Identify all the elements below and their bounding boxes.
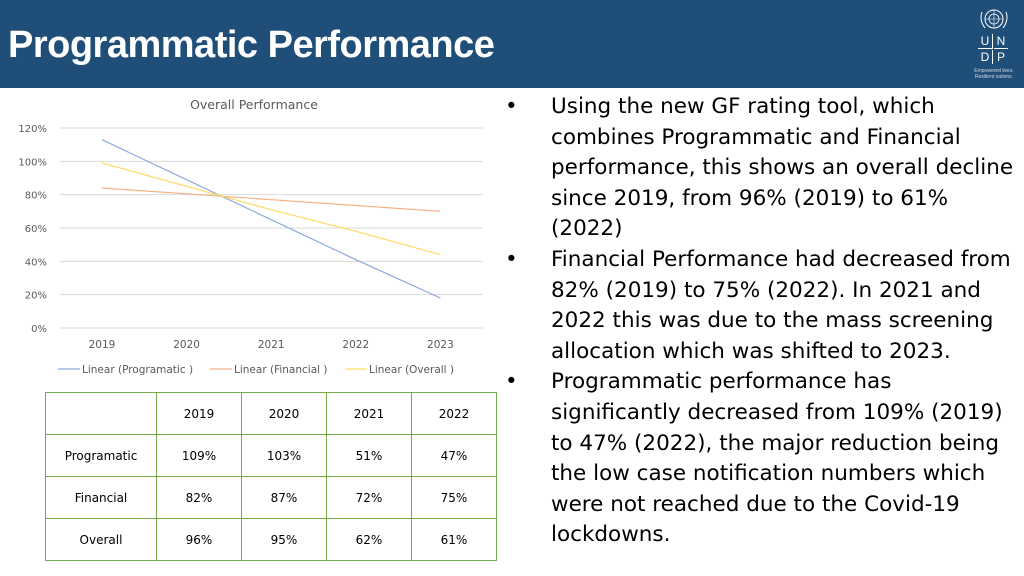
table-row: Overall 96% 95% 62% 61% [45,518,497,561]
x-tick-label: 2023 [427,339,454,351]
table-row-label: Financial [45,476,157,519]
table-cell: 82% [156,476,242,519]
x-tick-label: 2022 [342,339,369,351]
table-header-cell: 2020 [241,392,327,435]
bullet-item: • Financial Performance had decreased fro… [505,245,1015,367]
y-tick-label: 100% [18,157,47,168]
table-cell: 72% [326,476,412,519]
series-line [101,187,441,212]
table-cell: 87% [241,476,327,519]
table-header-cell [45,392,157,435]
y-tick-label: 0% [31,324,47,335]
logo-letter-u: U [978,34,993,49]
x-tick-label: 2020 [173,339,200,351]
x-tick-label: 2019 [89,339,116,351]
table-cell: 96% [156,518,242,561]
table-header-row: 2019 2020 2021 2022 [45,392,497,435]
table-cell: 109% [156,434,242,477]
overall-performance-chart: Overall Performance 0% 20% 40% 60% 80% 100% 12… [18,97,483,376]
table-cell: 51% [326,434,412,477]
logo-tagline: Empowered lives. Resilient nations. [972,68,1016,80]
bullet-text: Financial Performance had decreased from… [551,246,1011,364]
legend-label: Linear (Overall ) [369,364,454,376]
page-title: Programmatic Performance [8,24,495,66]
bullet-dot: • [505,94,518,119]
series-line [101,139,441,299]
bullet-item: • Programmatic performance has significan… [505,367,1015,551]
un-emblem-icon [980,9,1008,29]
table-header-cell: 2021 [326,392,412,435]
bullet-item: • Using the new GF rating tool, which com… [505,92,1015,245]
undp-logo: U N D P Empowered lives. Resilient natio… [972,4,1016,82]
table-cell: 61% [411,518,497,561]
y-tick-label: 120% [18,124,47,135]
table-header-cell: 2022 [411,392,497,435]
table-cell: 95% [241,518,327,561]
legend-label: Linear (Financial ) [234,364,327,376]
performance-table: 2019 2020 2021 2022 Programatic 109% 103… [45,392,497,561]
table-cell: 47% [411,434,497,477]
chart-title: Overall Performance [190,97,318,112]
series-line [101,162,441,256]
table-cell: 103% [241,434,327,477]
table-row-label: Overall [45,518,157,561]
table-row: Financial 82% 87% 72% 75% [45,476,497,519]
chart-series [101,139,441,299]
logo-letter-p: P [996,50,1005,64]
header-bar: Programmatic Performance U N D P Empower… [0,0,1024,88]
logo-letter-n: N [994,34,1008,49]
table-cell: 75% [411,476,497,519]
bullet-text: Programmatic performance has significant… [551,369,1003,548]
logo-letter-d: D [978,50,993,64]
bullet-dot: • [505,246,518,272]
table-row-label: Programatic [45,434,157,477]
x-tick-label: 2021 [258,339,285,351]
table-header-cell: 2019 [156,392,242,435]
y-tick-label: 40% [25,257,47,268]
y-tick-label: 80% [25,191,47,202]
table-cell: 62% [326,518,412,561]
chart-gridlines [60,127,483,329]
summary-bullets: • Using the new GF rating tool, which com… [505,92,1015,551]
y-tick-label: 60% [25,224,47,235]
chart-x-axis: 2019 2020 2021 2022 2023 [89,339,454,351]
bullet-text: Using the new GF rating tool, which comb… [551,94,1014,242]
table-row: Programatic 109% 103% 51% 47% [45,434,497,477]
logo-tagline-line: Resilient nations. [974,74,1014,80]
chart-legend: Linear (Programatic ) Linear (Financial )… [58,364,454,376]
chart-y-axis: 0% 20% 40% 60% 80% 100% 120% [18,124,47,335]
y-tick-label: 20% [25,291,47,302]
logo-tagline-line: Empowered lives. [974,68,1014,74]
legend-label: Linear (Programatic ) [82,364,193,376]
bullet-dot: • [505,369,518,395]
